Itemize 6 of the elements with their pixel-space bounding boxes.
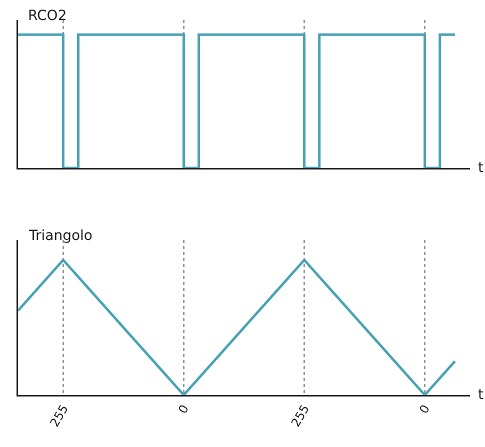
x-axis-title: t <box>478 160 484 176</box>
y-axis-title: Triangolo <box>28 228 92 244</box>
x-axis-title: t <box>478 387 484 403</box>
x-tick-label: 0 <box>416 402 433 416</box>
y-axis-title: RCO2 <box>28 8 67 24</box>
x-tick-label: 0 <box>176 402 192 416</box>
